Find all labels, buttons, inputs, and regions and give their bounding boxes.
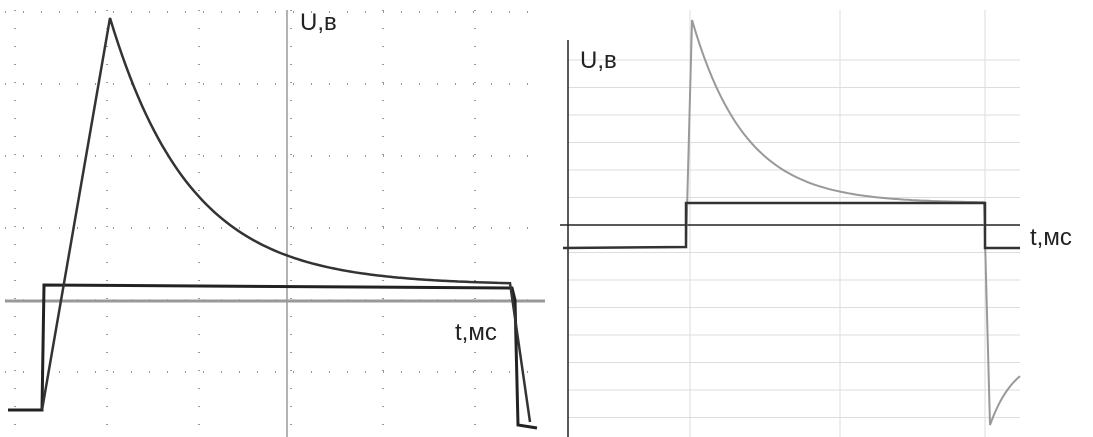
left-oscillogram: U,в t,мс — [5, 9, 545, 437]
y-axis-label: U,в — [580, 47, 617, 74]
right-simulation: U,в t,мс — [560, 10, 1072, 437]
response-trace — [42, 18, 530, 422]
x-axis-label: t,мс — [455, 319, 497, 346]
page: U,в t,мс U,в t,мс (() => { const data = … — [0, 0, 1093, 437]
pulse-trace — [8, 285, 537, 428]
y-axis-label: U,в — [300, 9, 337, 36]
response-trace — [686, 20, 1020, 425]
x-axis-label: t,мс — [1030, 224, 1072, 251]
figure: U,в t,мс U,в t,мс — [0, 0, 1093, 437]
